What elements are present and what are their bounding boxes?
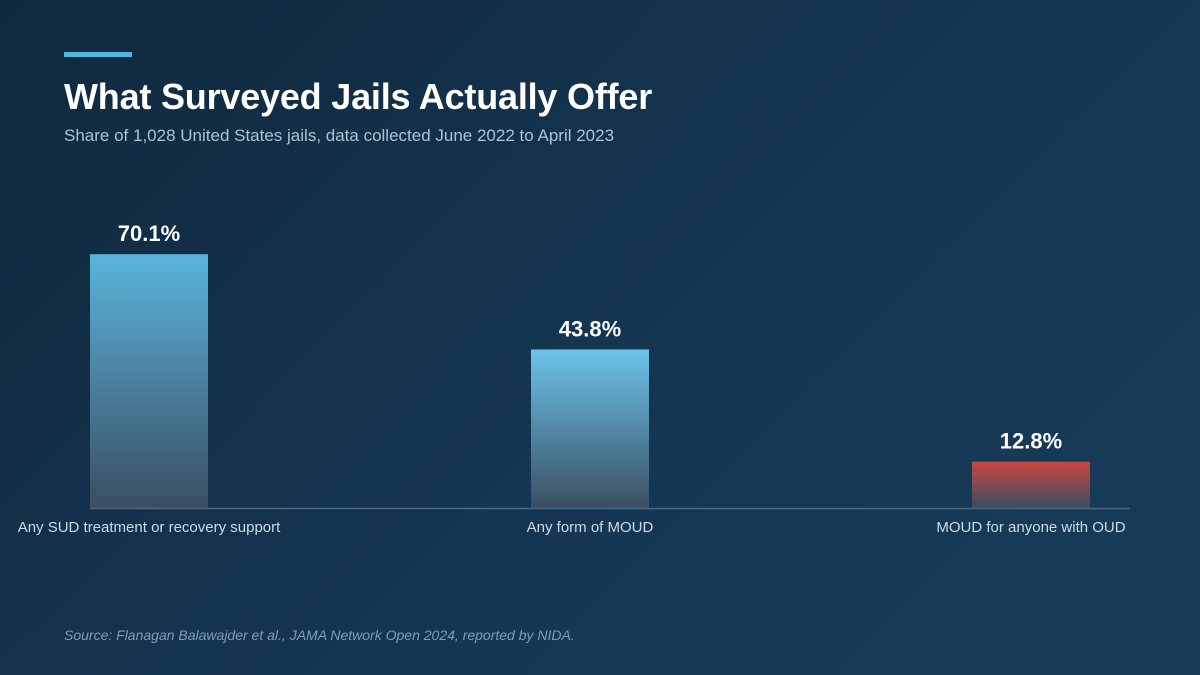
chart-subtitle: Share of 1,028 United States jails, data… [64,126,615,145]
category-label-3: MOUD for anyone with OUD [936,519,1125,536]
bar-2 [531,349,649,508]
category-label-1: Any SUD treatment or recovery support [18,519,281,536]
value-label-3: 12.8% [1000,429,1062,454]
value-label-2: 43.8% [559,316,621,341]
chart-title: What Surveyed Jails Actually Offer [64,76,653,117]
bar-3 [972,461,1090,508]
value-label-1: 70.1% [118,221,180,246]
category-label-2: Any form of MOUD [527,519,654,536]
title-accent-bar [64,52,132,57]
source-note: Source: Flanagan Balawajder et al., JAMA… [64,627,575,643]
bar-1 [90,254,208,508]
